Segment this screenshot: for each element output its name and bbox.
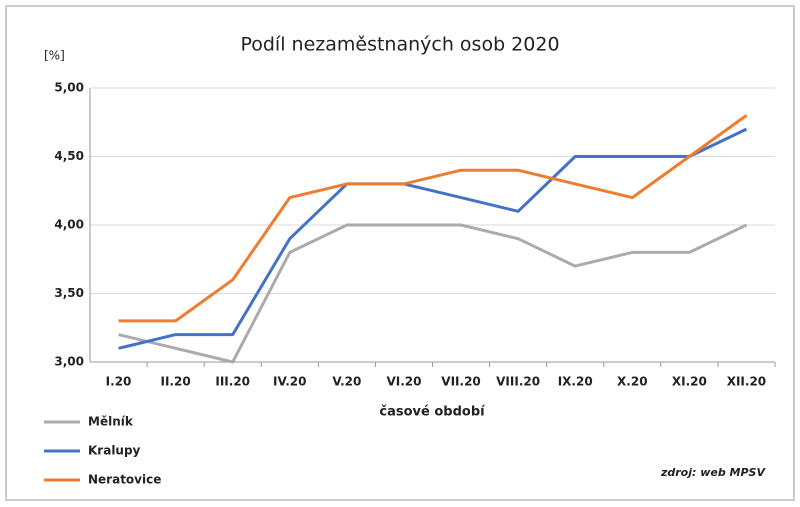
series-line — [118, 114, 748, 323]
x-tick-label: XII.20 — [727, 375, 766, 389]
source-note: zdroj: web MPSV — [660, 466, 767, 479]
x-tick-label: IV.20 — [273, 375, 306, 389]
y-tick-label: 3,50 — [54, 286, 84, 300]
y-tick-label: 5,00 — [54, 81, 84, 95]
chart-title: Podíl nezaměstnaných osob 2020 — [240, 34, 559, 56]
x-tick-label: X.20 — [617, 375, 648, 389]
series-line — [118, 127, 748, 350]
x-tick-label: III.20 — [215, 375, 250, 389]
x-axis-label: časové období — [379, 405, 486, 420]
x-tick-label: XI.20 — [672, 375, 707, 389]
x-tick-label: IX.20 — [558, 375, 593, 389]
y-tick-label: 3,00 — [54, 355, 84, 369]
legend-label: Neratovice — [88, 473, 161, 487]
legend-label: Mělník — [88, 415, 134, 429]
x-tick-label: VIII.20 — [496, 375, 540, 389]
x-tick-label: VI.20 — [386, 375, 421, 389]
legend-label: Kralupy — [88, 444, 141, 458]
y-tick-label: 4,50 — [54, 149, 84, 163]
x-tick-label: VII.20 — [441, 375, 480, 389]
x-tick-label: V.20 — [332, 375, 361, 389]
x-tick-label: II.20 — [161, 375, 191, 389]
series-line — [118, 223, 748, 364]
y-axis-label: [%] — [44, 49, 65, 63]
x-tick-label: I.20 — [106, 375, 132, 389]
y-tick-label: 4,00 — [54, 218, 84, 232]
